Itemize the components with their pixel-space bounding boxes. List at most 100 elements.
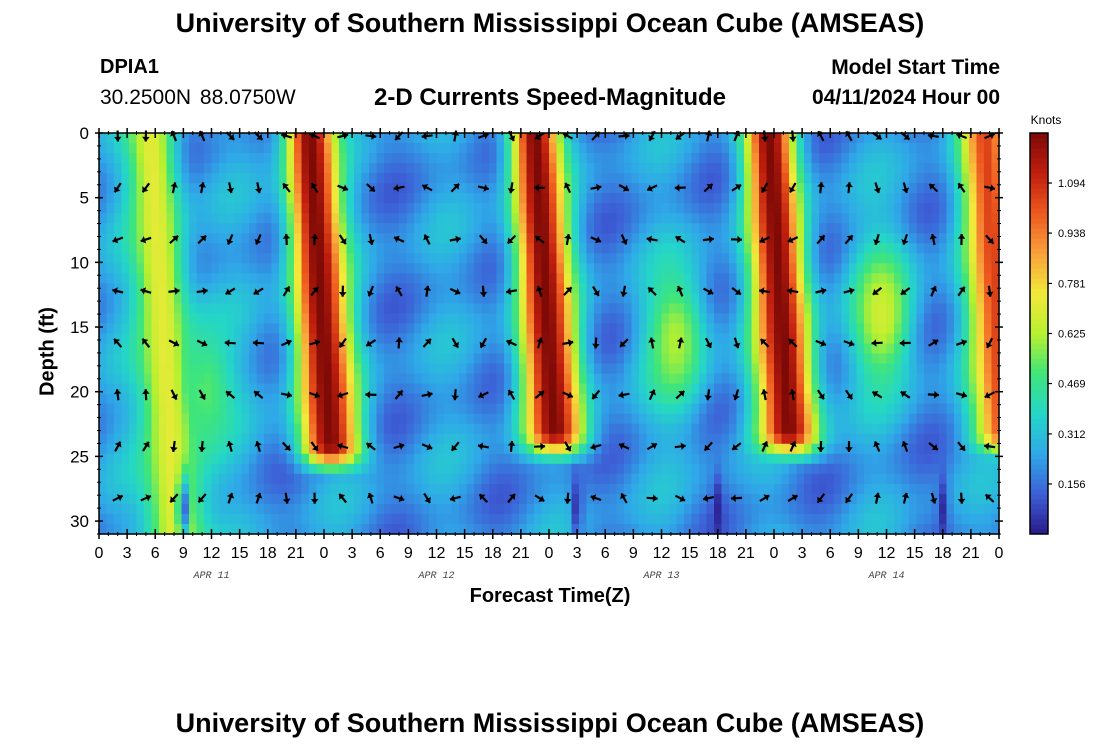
heatmap-cell <box>519 293 528 305</box>
heatmap-cell <box>729 303 738 315</box>
heatmap-cell <box>991 473 1000 485</box>
heatmap-cell <box>796 283 805 295</box>
current-vector-arrow <box>562 391 574 399</box>
current-vector-arrow <box>675 390 686 400</box>
heatmap-cell <box>189 183 198 194</box>
heatmap-cell <box>249 143 258 154</box>
heatmap-cell <box>489 333 498 345</box>
heatmap-cell <box>624 133 633 144</box>
heatmap-cell <box>211 133 220 144</box>
heatmap-cell <box>421 463 430 475</box>
heatmap-cell <box>886 273 895 284</box>
heatmap-cell <box>286 193 295 204</box>
heatmap-cell <box>916 323 925 335</box>
heatmap-cell <box>534 473 543 485</box>
heatmap-cell <box>616 253 625 264</box>
heatmap-cell <box>489 233 498 244</box>
heatmap-cell <box>744 463 753 475</box>
heatmap-cell <box>556 153 565 164</box>
heatmap-cell <box>736 133 745 144</box>
heatmap-cell <box>361 483 370 495</box>
heatmap-cell <box>871 143 880 154</box>
heatmap-cell <box>654 403 663 415</box>
heatmap-cell <box>406 363 415 375</box>
heatmap-cell <box>804 503 813 515</box>
heatmap-cell <box>969 423 978 435</box>
heatmap-cell <box>976 323 985 335</box>
heatmap-cell <box>879 143 888 154</box>
heatmap-cell <box>849 513 858 525</box>
heatmap-cell <box>744 413 753 425</box>
heatmap-cell <box>924 343 933 355</box>
heatmap-cell <box>736 363 745 375</box>
heatmap-cell <box>414 423 423 435</box>
heatmap-cell <box>849 233 858 244</box>
heatmap-cell <box>841 183 850 194</box>
heatmap-cell <box>691 403 700 415</box>
heatmap-cell <box>939 503 948 515</box>
heatmap-cell <box>474 283 483 295</box>
current-vector-arrow <box>928 183 939 193</box>
heatmap-cell <box>481 453 490 465</box>
heatmap-cell <box>549 233 558 244</box>
heatmap-cell <box>939 243 948 254</box>
heatmap-cell <box>669 153 678 164</box>
heatmap-cell <box>234 493 243 505</box>
heatmap-cell <box>826 403 835 415</box>
heatmap-cell <box>691 213 700 224</box>
heatmap-cell <box>946 493 955 505</box>
heatmap-cell <box>564 473 573 485</box>
heatmap-cell <box>481 393 490 405</box>
heatmap-cell <box>249 293 258 305</box>
heatmap-cell <box>706 273 715 284</box>
heatmap-cell <box>991 343 1000 355</box>
heatmap-cell <box>204 223 213 234</box>
heatmap-cell <box>301 373 310 385</box>
heatmap-cell <box>924 443 933 455</box>
heatmap-cell <box>894 423 903 435</box>
heatmap-cell <box>511 413 520 425</box>
heatmap-cell <box>661 433 670 445</box>
heatmap-cell <box>144 463 153 475</box>
heatmap-cell <box>129 163 138 174</box>
heatmap-cell <box>624 433 633 445</box>
heatmap-cell <box>346 413 355 425</box>
heatmap-cell <box>106 303 115 315</box>
heatmap-cell <box>931 313 940 325</box>
heatmap-cell <box>654 513 663 525</box>
heatmap-cell <box>121 383 130 395</box>
heatmap-cell <box>226 523 235 535</box>
heatmap-cell <box>406 353 415 365</box>
heatmap-cell <box>204 193 213 204</box>
heatmap-cell <box>151 323 160 335</box>
heatmap-cell <box>526 473 535 485</box>
heatmap-cell <box>196 193 205 204</box>
heatmap-cell <box>939 493 948 505</box>
heatmap-cell <box>849 333 858 345</box>
heatmap-cell <box>841 263 850 274</box>
heatmap-cell <box>969 443 978 455</box>
heatmap-cell <box>519 143 528 154</box>
heatmap-cell <box>406 313 415 325</box>
heatmap-cell <box>841 193 850 204</box>
heatmap-cell <box>174 143 183 154</box>
heatmap-cell <box>316 173 325 184</box>
heatmap-cell <box>204 383 213 395</box>
heatmap-cell <box>474 173 483 184</box>
heatmap-cell <box>459 503 468 515</box>
heatmap-cell <box>954 473 963 485</box>
heatmap-cell <box>961 453 970 465</box>
heatmap-cell <box>136 193 145 204</box>
heatmap-cell <box>144 433 153 445</box>
heatmap-cell <box>316 293 325 305</box>
heatmap-cell <box>294 133 303 144</box>
heatmap-cell <box>166 343 175 355</box>
heatmap-cell <box>474 443 483 455</box>
heatmap-cell <box>556 413 565 425</box>
heatmap-cell <box>714 263 723 274</box>
heatmap-cell <box>901 313 910 325</box>
current-vector-arrow <box>985 234 995 245</box>
heatmap-cell <box>106 163 115 174</box>
heatmap-cell <box>324 273 333 284</box>
heatmap-cell <box>969 243 978 254</box>
